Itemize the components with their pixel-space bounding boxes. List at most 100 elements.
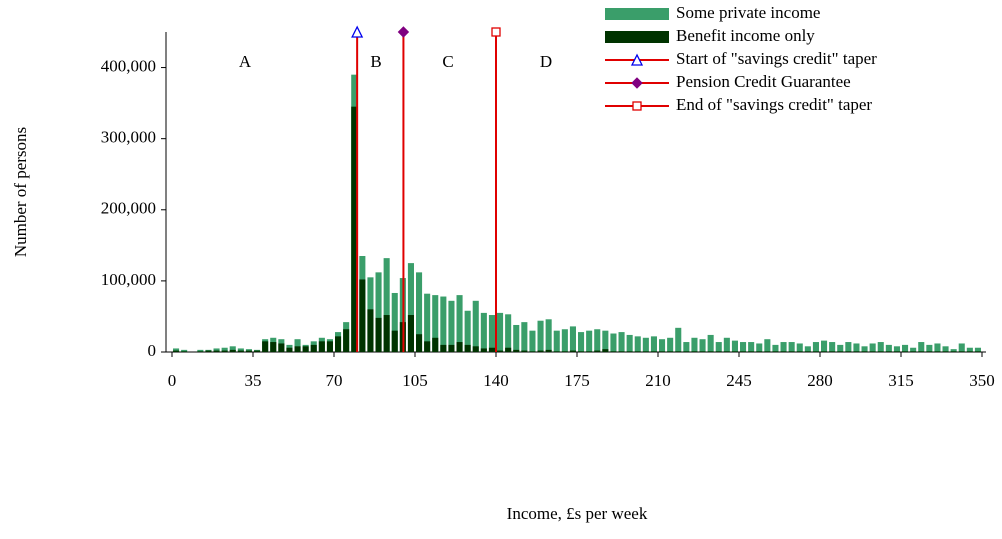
bar: [205, 350, 212, 352]
legend-marker: [631, 77, 643, 89]
bar: [756, 343, 763, 352]
bar: [974, 351, 981, 352]
bar: [650, 336, 657, 352]
bar: [618, 332, 625, 352]
x-tick-label: 140: [483, 371, 509, 390]
bar: [966, 351, 973, 352]
bar: [359, 279, 366, 352]
bar: [869, 343, 876, 352]
bar: [464, 310, 471, 352]
bar: [513, 324, 520, 352]
bar: [553, 330, 560, 352]
y-tick-label: 100,000: [101, 270, 156, 289]
y-tick-label: 200,000: [101, 199, 156, 218]
bar: [893, 351, 900, 352]
bar: [383, 315, 390, 352]
bar: [885, 344, 892, 352]
bar: [480, 312, 487, 352]
bar: [367, 309, 374, 352]
bar: [942, 346, 949, 352]
bar: [626, 351, 633, 352]
bar: [173, 350, 180, 352]
bar: [569, 350, 576, 352]
bar: [521, 350, 528, 352]
bar: [318, 341, 325, 352]
bar: [610, 333, 617, 352]
bar: [578, 351, 585, 352]
region-label: A: [239, 52, 252, 71]
x-tick-label: 175: [564, 371, 590, 390]
region-label: C: [442, 52, 453, 71]
bar: [545, 349, 552, 352]
region-label: D: [540, 52, 552, 71]
legend-label: Start of "savings credit" taper: [676, 49, 877, 68]
bar: [659, 339, 666, 352]
bar: [416, 334, 423, 352]
bar: [237, 348, 244, 352]
legend-label: End of "savings credit" taper: [676, 95, 872, 114]
bar: [602, 330, 609, 352]
bar: [610, 351, 617, 352]
bar: [812, 342, 819, 352]
bar: [950, 349, 957, 352]
legend-marker: [630, 53, 644, 66]
bar: [513, 349, 520, 352]
legend-swatch: [605, 8, 669, 20]
bar: [407, 263, 414, 352]
bar: [845, 342, 852, 352]
legend-label: Benefit income only: [676, 26, 815, 45]
bar: [804, 346, 811, 352]
bar: [553, 351, 560, 352]
bar: [974, 347, 981, 352]
bar: [569, 326, 576, 352]
bar: [545, 319, 552, 352]
bar: [626, 334, 633, 352]
bar: [529, 351, 536, 352]
bar: [505, 314, 512, 352]
bar: [586, 330, 593, 352]
bar: [780, 342, 787, 352]
bar: [942, 351, 949, 352]
bar: [804, 351, 811, 352]
bar: [683, 351, 690, 352]
bar: [853, 343, 860, 352]
bar: [594, 350, 601, 352]
reference-marker: [491, 27, 501, 37]
bar: [464, 344, 471, 352]
bar: [837, 351, 844, 352]
x-tick-label: 70: [326, 371, 343, 390]
bar: [383, 258, 390, 352]
bar: [691, 337, 698, 352]
bar: [302, 346, 309, 352]
y-axis-label: Number of persons: [11, 127, 30, 257]
x-axis-label: Income, £s per week: [507, 504, 648, 523]
bar: [699, 351, 706, 352]
bar: [715, 342, 722, 352]
bar: [772, 344, 779, 352]
bar: [893, 346, 900, 352]
bar: [416, 272, 423, 352]
bar: [213, 350, 220, 352]
bar: [642, 351, 649, 352]
bar: [829, 351, 836, 352]
bar: [634, 336, 641, 352]
bar: [294, 346, 301, 352]
bar: [683, 342, 690, 352]
bar: [213, 348, 220, 352]
bar: [472, 300, 479, 352]
legend-swatch: [605, 31, 669, 43]
bar: [780, 351, 787, 352]
bar: [586, 351, 593, 352]
bar: [756, 351, 763, 352]
bar: [740, 351, 747, 352]
bar: [343, 329, 350, 352]
bar: [845, 351, 852, 352]
bar: [561, 329, 568, 352]
bar: [537, 350, 544, 352]
bar: [497, 350, 504, 352]
bar: [294, 339, 301, 352]
bar: [796, 343, 803, 352]
bar: [885, 351, 892, 352]
bar: [650, 351, 657, 352]
